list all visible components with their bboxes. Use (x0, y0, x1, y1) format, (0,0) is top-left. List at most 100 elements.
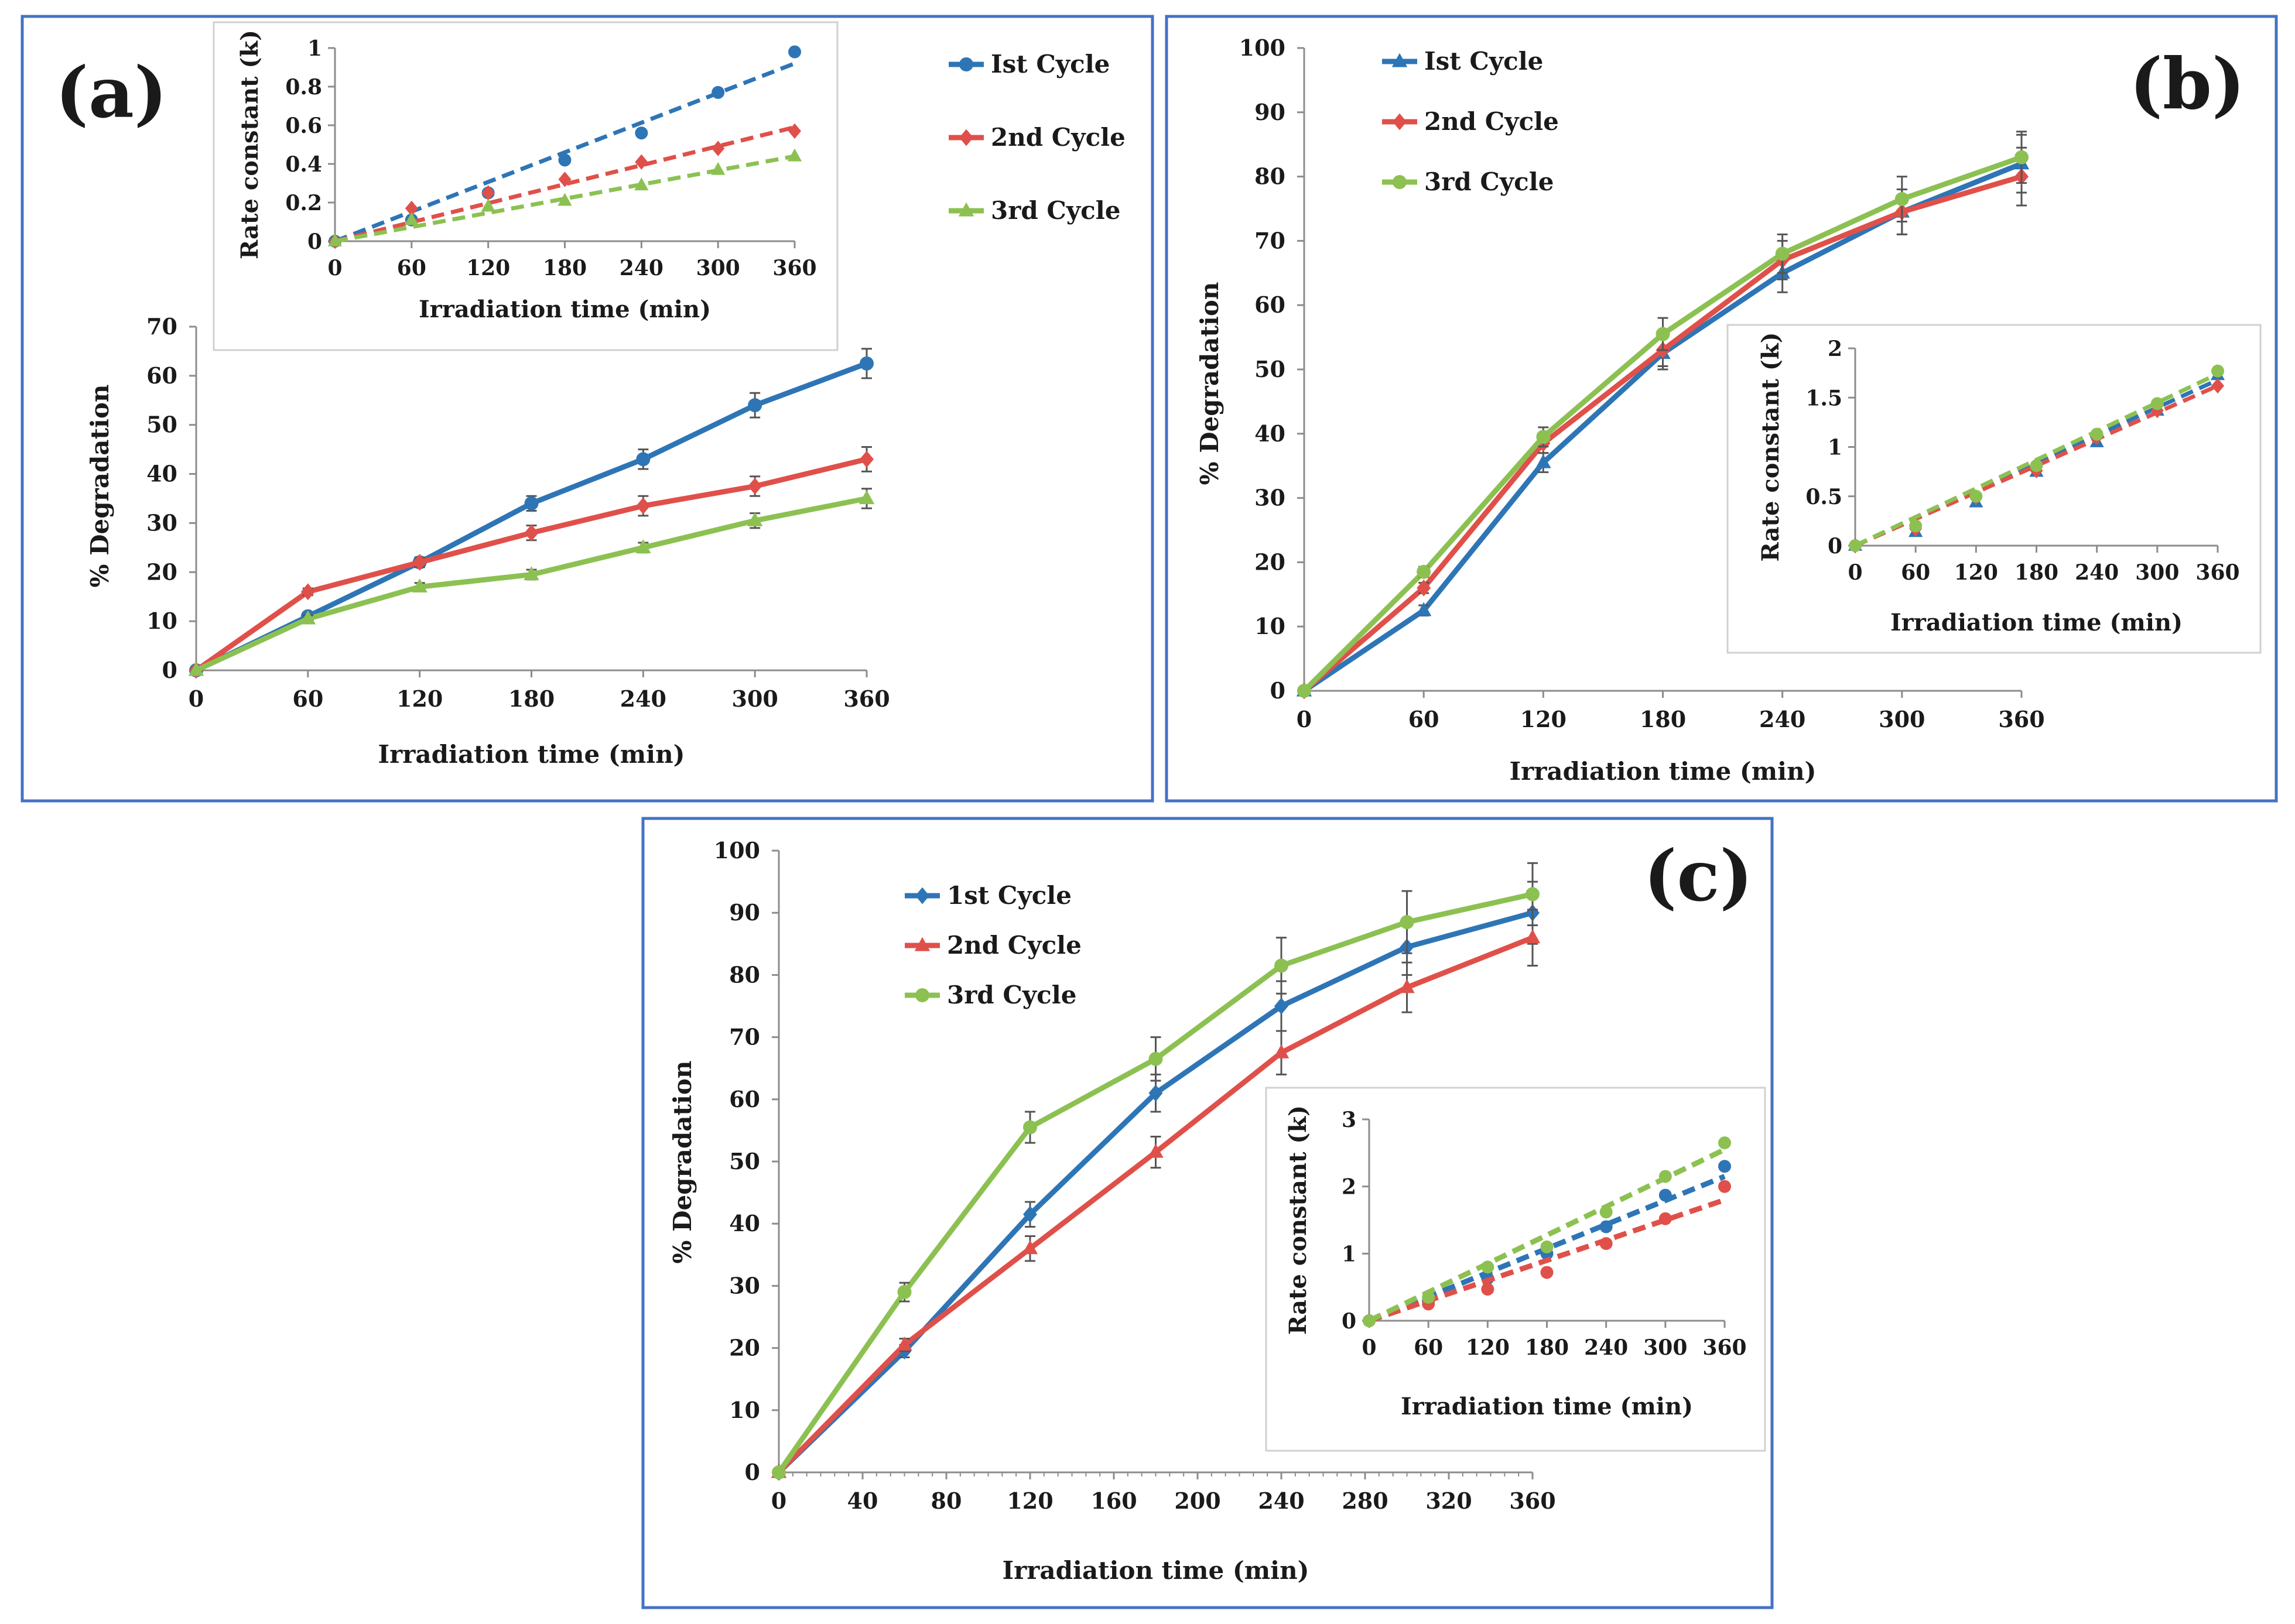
data-point (1526, 887, 1540, 902)
data-point (897, 1285, 912, 1300)
data-point (2014, 150, 2029, 165)
data-point (1524, 929, 1541, 944)
panel-label: (c) (1644, 835, 1753, 917)
y-tick-label: 80 (1254, 163, 1285, 190)
x-tick-label: 120 (1954, 560, 1998, 585)
data-point (412, 578, 427, 593)
y-tick-label: 90 (1254, 99, 1285, 125)
y-tick-label: 1.5 (1805, 386, 1842, 410)
y-tick-label: 20 (1254, 549, 1285, 575)
y-tick-label: 70 (729, 1024, 760, 1050)
y-axis-label: % Degradation (668, 1061, 697, 1264)
x-tick-label: 120 (396, 686, 443, 712)
x-tick-label: 0 (1297, 706, 1312, 732)
inset-data-point (1599, 1205, 1613, 1219)
y-axis-label: % Degradation (1195, 282, 1224, 485)
x-tick-label: 160 (1090, 1488, 1137, 1514)
y-tick-label: 100 (1239, 35, 1285, 61)
data-point (1023, 1120, 1037, 1135)
inset-x-axis-label: Irradiation time (min) (1890, 609, 2183, 636)
inset-data-point (327, 233, 343, 246)
x-tick-label: 300 (696, 256, 740, 280)
x-tick-label: 240 (620, 256, 663, 280)
x-tick-label: 120 (1520, 706, 1567, 732)
data-point (1273, 1044, 1290, 1058)
y-tick-label: 0 (1342, 1309, 1356, 1334)
legend-label: 3rd Cycle (991, 196, 1120, 225)
y-tick-label: 10 (1254, 613, 1285, 639)
legend-marker (958, 202, 974, 217)
x-tick-label: 280 (1342, 1488, 1388, 1514)
data-point (1274, 958, 1288, 973)
data-point (748, 478, 762, 495)
inset-data-point (1909, 519, 1923, 533)
y-tick-label: 10 (146, 608, 177, 634)
legend-label: 2nd Cycle (991, 123, 1126, 152)
legend-label: 2nd Cycle (947, 931, 1082, 960)
legend-marker (915, 988, 929, 1002)
x-tick-label: 360 (1702, 1335, 1746, 1360)
data-point (636, 497, 651, 515)
panel-label: (b) (2129, 43, 2245, 125)
inset-data-point (481, 185, 495, 201)
x-tick-label: 360 (2195, 560, 2239, 585)
inset-data-point (1540, 1240, 1554, 1253)
x-tick-label: 80 (931, 1488, 962, 1514)
y-tick-label: 50 (1254, 356, 1285, 382)
data-point (748, 398, 762, 413)
y-tick-label: 80 (729, 961, 760, 988)
inset-data-point (1658, 1188, 1672, 1202)
legend-marker (914, 937, 931, 951)
x-tick-label: 240 (1258, 1488, 1304, 1514)
x-tick-label: 0 (189, 686, 204, 712)
x-tick-label: 120 (1007, 1488, 1053, 1514)
y-tick-label: 2 (1828, 337, 1842, 361)
x-tick-label: 360 (843, 686, 890, 712)
x-axis-label: Irradiation time (min) (1003, 1556, 1309, 1585)
inset-data-point (712, 85, 725, 99)
inset-data-point (2030, 459, 2043, 472)
inset-data-point (1599, 1237, 1613, 1250)
data-point (860, 451, 874, 468)
data-point (860, 356, 874, 371)
x-tick-label: 300 (1879, 706, 1925, 732)
inset-x-axis-label: Irradiation time (min) (1401, 1393, 1693, 1420)
inset-data-point (788, 45, 801, 59)
y-tick-label: 0.2 (285, 191, 322, 215)
inset-data-point (1718, 1160, 1731, 1173)
y-tick-label: 40 (146, 461, 177, 487)
x-tick-label: 0 (1362, 1335, 1376, 1360)
y-tick-label: 30 (1254, 485, 1285, 511)
inset-data-point (1481, 1260, 1494, 1274)
x-axis-label: Irradiation time (min) (378, 740, 685, 769)
inset-data-point (405, 200, 418, 217)
inset-y-axis-label: Rate constant (k) (1284, 1105, 1312, 1335)
x-tick-label: 0 (327, 256, 342, 280)
data-point (1022, 1240, 1038, 1255)
inset-data-point (1969, 489, 1983, 503)
y-tick-label: 0 (745, 1459, 760, 1485)
inset-chart: 0 0.2 0.4 0.6 0.8 1 0 60 120 180 240 300 360 Irradiat… (213, 21, 839, 351)
inset-data-point (2211, 364, 2224, 378)
data-point (1274, 998, 1288, 1015)
x-tick-label: 120 (1466, 1335, 1510, 1360)
data-point (1148, 1143, 1164, 1158)
inset-x-axis-label: Irradiation time (min) (419, 296, 711, 323)
x-tick-label: 60 (1901, 560, 1930, 585)
x-tick-label: 180 (508, 686, 555, 712)
data-point (300, 583, 315, 601)
inset-data-point (712, 141, 725, 156)
x-tick-label: 300 (2135, 560, 2179, 585)
x-tick-label: 60 (397, 256, 426, 280)
data-point (1400, 915, 1414, 930)
data-point (412, 554, 427, 571)
data-point (747, 512, 763, 526)
x-axis-label: Irradiation time (min) (1510, 757, 1817, 786)
data-point (300, 610, 316, 625)
data-point (1894, 192, 1909, 207)
data-point (859, 490, 875, 505)
inset-data-point (1658, 1170, 1672, 1183)
y-tick-label: 60 (729, 1086, 760, 1112)
